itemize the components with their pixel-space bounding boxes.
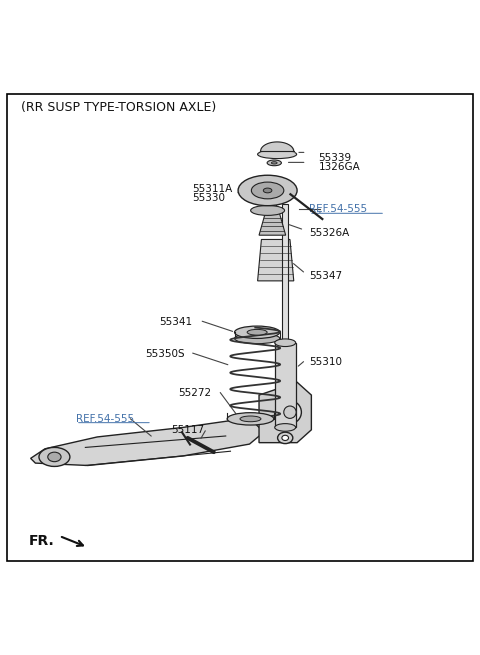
Ellipse shape: [240, 416, 261, 422]
Text: REF.54-555: REF.54-555: [76, 414, 134, 424]
Ellipse shape: [235, 326, 280, 339]
Text: 55341: 55341: [159, 317, 192, 327]
Text: 1326GA: 1326GA: [319, 162, 360, 172]
Ellipse shape: [251, 206, 285, 215]
Ellipse shape: [39, 447, 70, 466]
Text: 55347: 55347: [309, 271, 342, 281]
Text: REF.54-555: REF.54-555: [309, 204, 367, 214]
Text: 55117: 55117: [171, 425, 204, 435]
Ellipse shape: [258, 150, 297, 159]
Ellipse shape: [48, 452, 61, 462]
Text: 55330: 55330: [192, 193, 226, 202]
Ellipse shape: [252, 182, 284, 199]
Ellipse shape: [275, 339, 296, 346]
Ellipse shape: [235, 333, 280, 344]
Ellipse shape: [271, 162, 277, 164]
Polygon shape: [259, 383, 312, 443]
Bar: [282, 204, 288, 346]
Text: 55310: 55310: [309, 357, 342, 367]
Ellipse shape: [238, 176, 297, 206]
Text: FR.: FR.: [28, 534, 54, 548]
Ellipse shape: [282, 436, 288, 441]
Ellipse shape: [267, 160, 281, 166]
Text: 55311A: 55311A: [192, 183, 233, 194]
Bar: [275, 343, 296, 428]
Ellipse shape: [284, 406, 296, 419]
Polygon shape: [31, 418, 264, 466]
Polygon shape: [259, 214, 286, 235]
Ellipse shape: [227, 413, 274, 425]
Text: 55326A: 55326A: [309, 229, 349, 238]
Text: 55272: 55272: [178, 388, 211, 398]
Text: 55339: 55339: [319, 153, 352, 162]
Text: (RR SUSP TYPE-TORSION AXLE): (RR SUSP TYPE-TORSION AXLE): [21, 101, 216, 114]
Ellipse shape: [278, 401, 301, 424]
Text: 55350S: 55350S: [145, 348, 184, 359]
Polygon shape: [258, 240, 294, 281]
Ellipse shape: [275, 424, 296, 431]
Ellipse shape: [264, 188, 272, 193]
Ellipse shape: [247, 329, 267, 335]
Ellipse shape: [277, 432, 293, 443]
Polygon shape: [267, 204, 278, 214]
